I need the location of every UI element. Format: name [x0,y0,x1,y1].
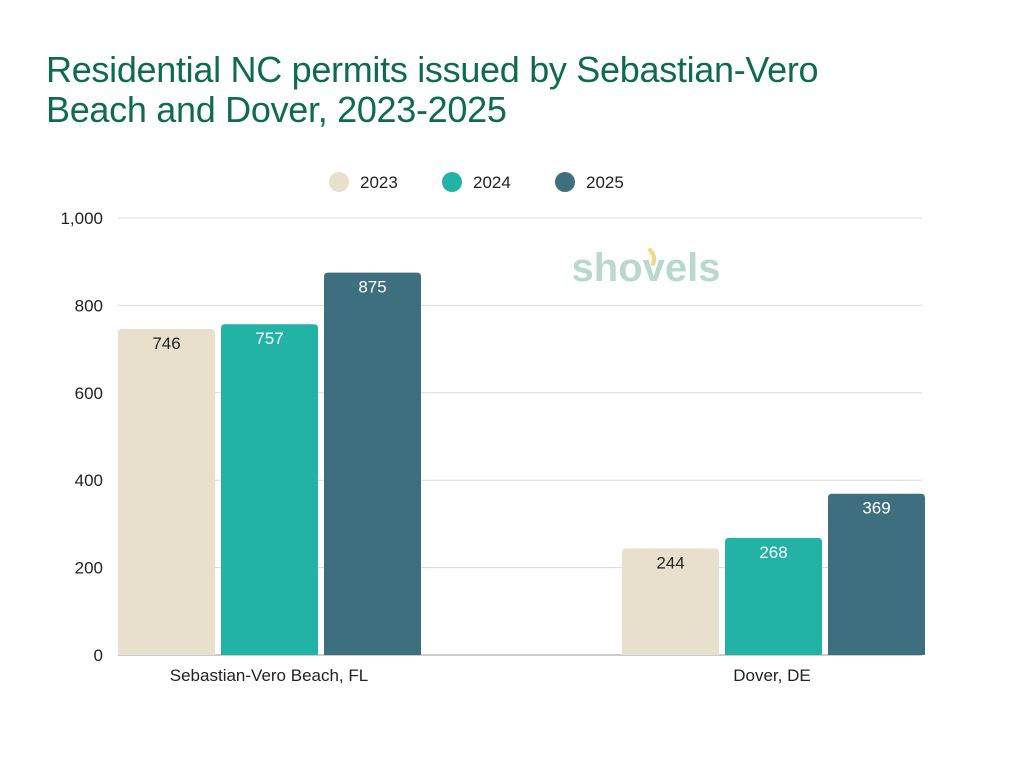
bar-2023-sebastian-vero-beach [118,328,215,655]
data-label: 244 [656,553,684,572]
y-tick-label: 0 [94,646,103,665]
legend: 2023 2024 2025 [329,172,624,192]
chart-title-line-2: Beach and Dover, 2023-2025 [46,89,507,130]
x-axis: Sebastian-Vero Beach, FL Dover, DE [170,666,811,685]
y-tick-label: 1,000 [60,209,103,228]
legend-swatch [555,172,575,192]
legend-swatch [329,172,349,192]
bar-2024-dover [725,537,822,655]
y-tick-label: 200 [75,559,103,578]
chart-title-line-1: Residential NC permits issued by Sebasti… [46,49,819,90]
bar-2023-dover [622,548,719,655]
legend-label: 2024 [473,173,511,192]
data-label: 369 [862,499,890,518]
legend-item-2025: 2025 [555,172,624,192]
bars [118,272,925,655]
data-label: 757 [255,329,283,348]
y-axis: 0 200 400 600 800 1,000 [60,209,103,665]
x-category-label: Sebastian-Vero Beach, FL [170,666,368,685]
bar-2025-sebastian-vero-beach [324,272,421,655]
y-tick-label: 600 [75,384,103,403]
data-label: 268 [759,543,787,562]
legend-label: 2025 [586,173,624,192]
chart-title: Residential NC permits issued by Sebasti… [46,50,946,130]
legend-swatch [442,172,462,192]
watermark-accent-mark [648,248,656,266]
legend-item-2024: 2024 [442,172,511,192]
y-tick-label: 400 [75,471,103,490]
data-label: 875 [358,278,386,297]
legend-label: 2023 [360,173,398,192]
bar-2025-dover [828,493,925,655]
watermark-text: shovels [572,246,721,290]
data-label: 746 [152,334,180,353]
x-category-label: Dover, DE [733,666,810,685]
bar-2024-sebastian-vero-beach [221,324,318,655]
shovels-watermark: shovels [572,246,721,290]
value-labels: 746 757 875 244 268 369 [152,278,890,573]
y-tick-label: 800 [75,296,103,315]
legend-item-2023: 2023 [329,172,398,192]
